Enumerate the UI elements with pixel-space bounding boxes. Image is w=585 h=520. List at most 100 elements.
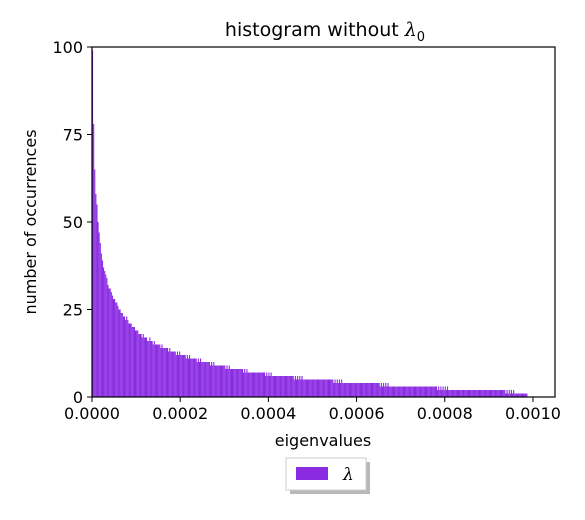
histogram-bar [103,267,105,397]
histogram-bar [411,386,413,397]
histogram-bar [132,327,134,397]
histogram-bar [482,390,484,397]
histogram-bar [229,369,231,397]
histogram-bar [310,379,312,397]
histogram-bar [367,383,369,397]
histogram-bar [471,390,473,397]
y-tick-label: 0 [73,388,83,407]
histogram-bar [435,386,438,397]
histogram-bar [420,386,422,397]
histogram-bar [301,376,303,397]
histogram-bar [278,376,280,397]
histogram-bar [466,390,468,397]
histogram-bar [137,330,139,397]
histogram-bar [481,390,483,397]
histogram-bar [348,383,350,397]
histogram-bar [248,372,250,397]
histogram-bar [219,365,221,397]
histogram-bar [272,376,274,397]
histogram-bar [182,355,184,397]
histogram-bar [362,383,364,397]
histogram-bar [346,383,348,397]
histogram-bar [410,386,412,397]
histogram-bar [220,365,223,397]
histogram-bar [114,299,116,397]
histogram-bars [92,50,528,397]
histogram-bar [107,285,109,397]
histogram-bar [442,386,444,397]
histogram-bar [241,369,244,397]
histogram-bar [433,386,435,397]
histogram-bar [150,341,152,397]
histogram-bar [452,390,454,397]
histogram-bar [280,376,282,397]
histogram-bar [299,376,301,397]
histogram-bar [372,383,374,397]
histogram-bar [517,393,519,397]
histogram-bar [334,379,336,397]
histogram-bar [484,390,486,397]
histogram-bar [125,320,127,397]
histogram-bar [261,372,263,397]
histogram-bar [319,379,321,397]
histogram-bar [160,348,162,397]
histogram-bar [394,386,396,397]
histogram-bar [271,376,273,397]
histogram-bar [330,379,332,397]
histogram-bar [115,302,117,397]
histogram-bar [356,383,358,397]
histogram-bar [498,390,500,397]
histogram-bar [293,379,295,397]
histogram-bar [222,365,224,397]
histogram-bar [373,383,375,397]
histogram-bar [129,323,131,397]
histogram-bar [331,379,333,397]
histogram-bar [326,379,328,397]
histogram-bar [315,379,317,397]
histogram-bar [218,365,220,397]
histogram-bar [464,390,466,397]
histogram-bar [109,288,111,397]
histogram-bar [141,337,143,397]
histogram-bar [475,390,477,397]
histogram-bar [487,390,489,397]
histogram-bar [172,351,174,397]
histogram-bar [225,369,227,397]
histogram-bar [395,386,397,397]
histogram-bar [110,292,112,397]
histogram-bar [173,351,175,397]
histogram-bar [212,365,214,397]
histogram-bar [204,362,206,397]
histogram-bar [456,390,458,397]
legend-label-lambda: λ [342,465,354,485]
histogram-bar [154,344,156,397]
histogram-bar [413,386,415,397]
histogram-bar [402,386,404,397]
histogram-bar [184,355,186,397]
histogram-bar [365,383,367,397]
histogram-bar [297,376,299,397]
histogram-bar [494,390,496,397]
histogram-bar [235,369,237,397]
histogram-bar [428,386,430,397]
histogram-bar [519,393,521,397]
histogram-bar [273,376,275,397]
histogram-bar [427,386,429,397]
histogram-bar [369,383,371,397]
histogram-bar [377,383,379,397]
histogram-bar [518,393,520,397]
histogram-bar [265,376,267,397]
histogram-bar [504,390,506,397]
histogram-bar [470,390,472,397]
histogram-bar [147,341,149,397]
histogram-bar [181,355,183,397]
histogram-bar [512,393,514,397]
histogram-bar [268,372,270,397]
histogram-bar [364,383,366,397]
histogram-bar [457,390,460,397]
histogram-bar [444,386,446,397]
histogram-bar [286,376,288,397]
histogram-bar [183,355,185,397]
histogram-bar [459,390,461,397]
histogram-bar [162,348,164,397]
